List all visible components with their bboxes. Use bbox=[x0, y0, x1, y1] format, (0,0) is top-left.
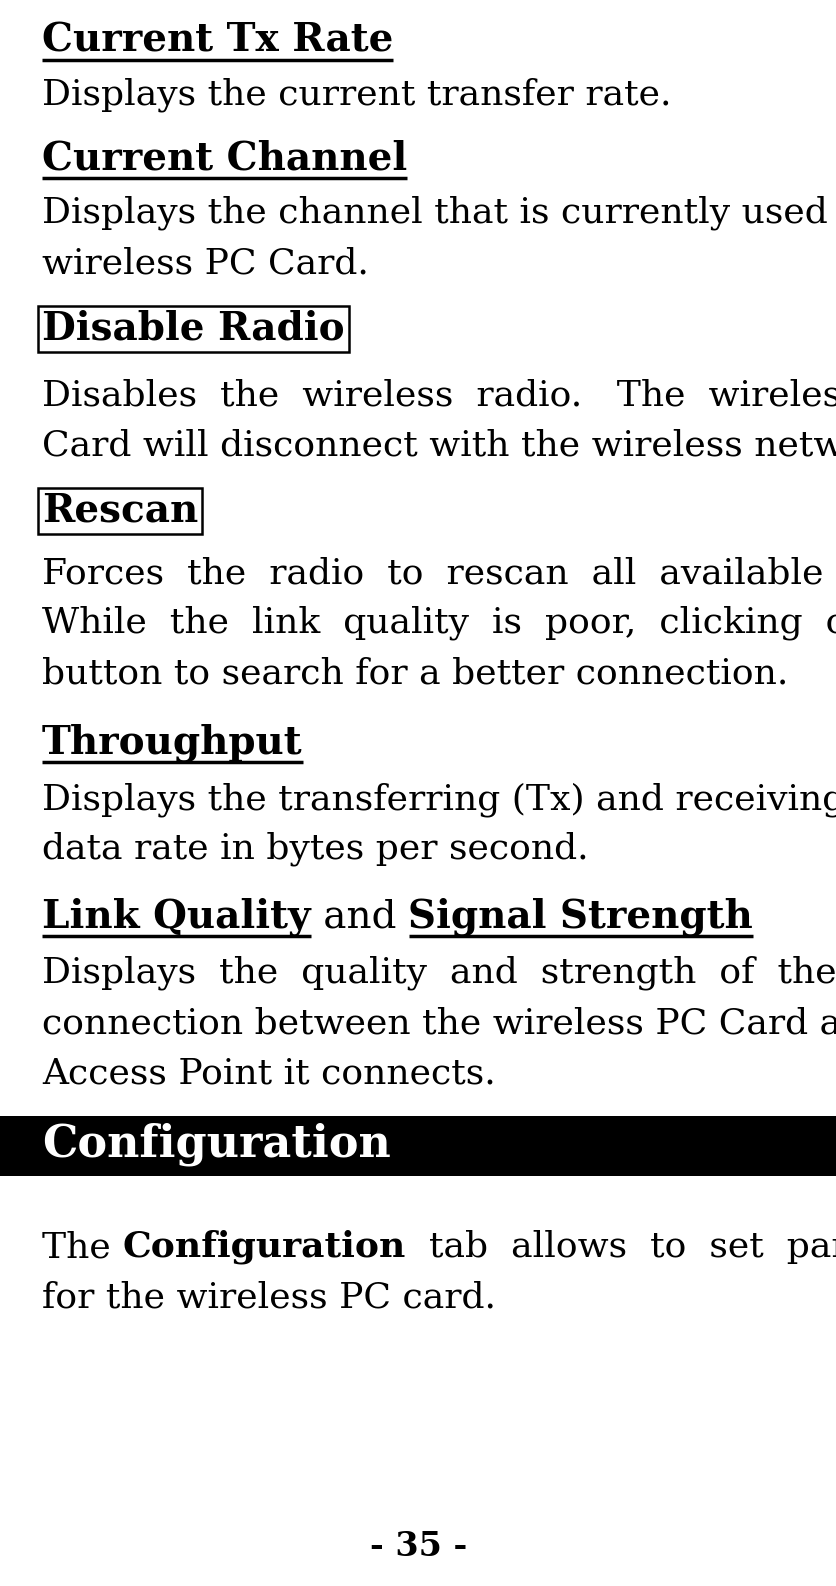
Text: Displays the channel that is currently used by the: Displays the channel that is currently u… bbox=[42, 197, 836, 230]
Text: Current Channel: Current Channel bbox=[42, 140, 407, 178]
Text: and: and bbox=[310, 898, 408, 936]
Text: Signal Strength: Signal Strength bbox=[408, 898, 752, 936]
Text: Configuration: Configuration bbox=[42, 1121, 390, 1166]
Text: wireless PC Card.: wireless PC Card. bbox=[42, 246, 369, 281]
Text: The: The bbox=[42, 1231, 122, 1264]
Text: Throughput: Throughput bbox=[42, 723, 303, 763]
Text: tab  allows  to  set  parameters: tab allows to set parameters bbox=[405, 1231, 836, 1264]
Text: Forces  the  radio  to  rescan  all  available  channels.: Forces the radio to rescan all available… bbox=[42, 557, 836, 590]
Text: Displays the current transfer rate.: Displays the current transfer rate. bbox=[42, 78, 670, 113]
Text: button to search for a better connection.: button to search for a better connection… bbox=[42, 657, 788, 690]
Text: Disables  the  wireless  radio.   The  wireless  PC: Disables the wireless radio. The wireles… bbox=[42, 377, 836, 412]
Text: for the wireless PC card.: for the wireless PC card. bbox=[42, 1280, 496, 1313]
Text: Displays  the  quality  and  strength  of  the: Displays the quality and strength of the bbox=[42, 956, 836, 991]
Text: Rescan: Rescan bbox=[42, 492, 198, 530]
Text: Disable Radio: Disable Radio bbox=[42, 309, 344, 347]
Bar bbox=[0, 1117, 836, 1175]
Text: Displays the transferring (Tx) and receiving (Rx): Displays the transferring (Tx) and recei… bbox=[42, 782, 836, 817]
Text: Configuration: Configuration bbox=[122, 1231, 405, 1264]
Text: Link Quality: Link Quality bbox=[42, 898, 310, 936]
Text: - 35 -: - 35 - bbox=[370, 1530, 466, 1562]
Bar bbox=[38, 306, 349, 352]
Bar bbox=[38, 488, 202, 534]
Text: Current Tx Rate: Current Tx Rate bbox=[42, 22, 393, 60]
Text: Access Point it connects.: Access Point it connects. bbox=[42, 1056, 495, 1090]
Text: While  the  link  quality  is  poor,  clicking  on  the: While the link quality is poor, clicking… bbox=[42, 606, 836, 641]
Text: connection between the wireless PC Card and the: connection between the wireless PC Card … bbox=[42, 1006, 836, 1040]
Text: data rate in bytes per second.: data rate in bytes per second. bbox=[42, 833, 588, 866]
Text: Card will disconnect with the wireless network.: Card will disconnect with the wireless n… bbox=[42, 428, 836, 462]
